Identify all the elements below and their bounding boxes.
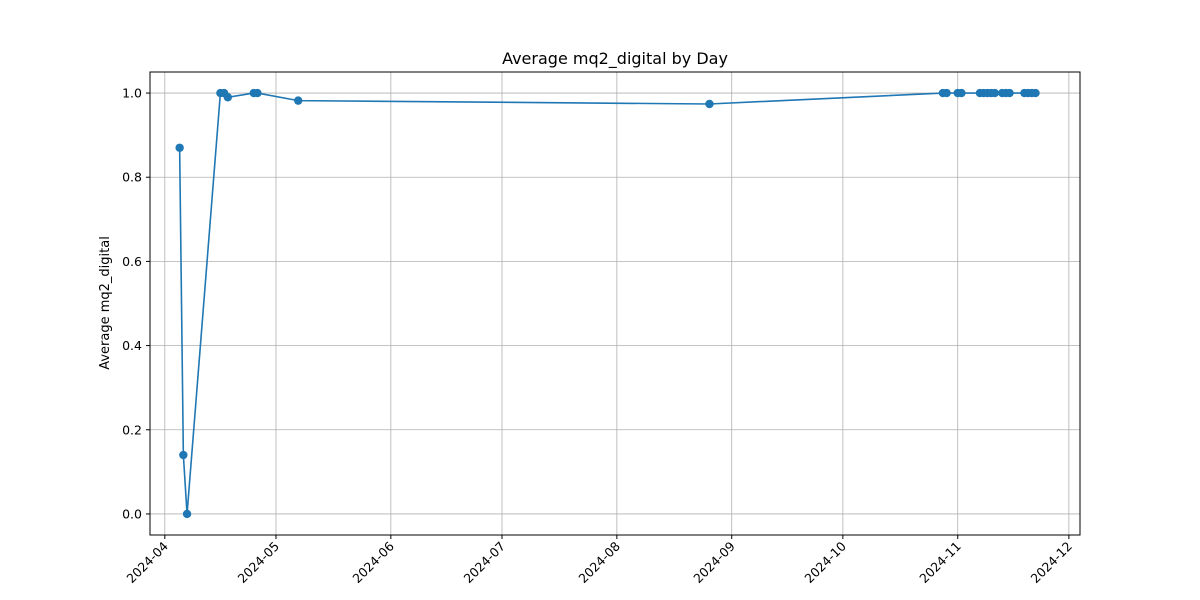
data-point xyxy=(182,509,192,519)
plot-frame xyxy=(149,71,1081,536)
data-point xyxy=(253,88,262,98)
data-point xyxy=(957,88,966,98)
y-tick-label: 1.0 xyxy=(122,86,142,101)
data-point xyxy=(990,88,999,98)
y-tick-label: 0.8 xyxy=(122,170,142,185)
data-point xyxy=(942,88,951,98)
data-point xyxy=(705,99,714,109)
chart-title: Average mq2_digital by Day xyxy=(502,49,728,69)
y-axis-label: Average mq2_digital xyxy=(98,236,113,370)
y-tick-label: 0.6 xyxy=(122,254,142,269)
data-point xyxy=(294,96,303,105)
data-point xyxy=(223,93,233,102)
data-point xyxy=(1031,88,1040,98)
y-axis: 0.0 0.2 0.4 0.6 0.8 1.0 xyxy=(122,86,150,521)
data-series xyxy=(175,88,1040,519)
data-point xyxy=(175,143,184,152)
y-tick-label: 0.4 xyxy=(122,338,142,353)
data-point xyxy=(1005,88,1014,98)
data-point xyxy=(179,450,188,460)
y-tick-label: 0.2 xyxy=(122,422,142,437)
y-tick-label: 0.0 xyxy=(122,506,142,521)
grid-lines xyxy=(150,72,1080,535)
